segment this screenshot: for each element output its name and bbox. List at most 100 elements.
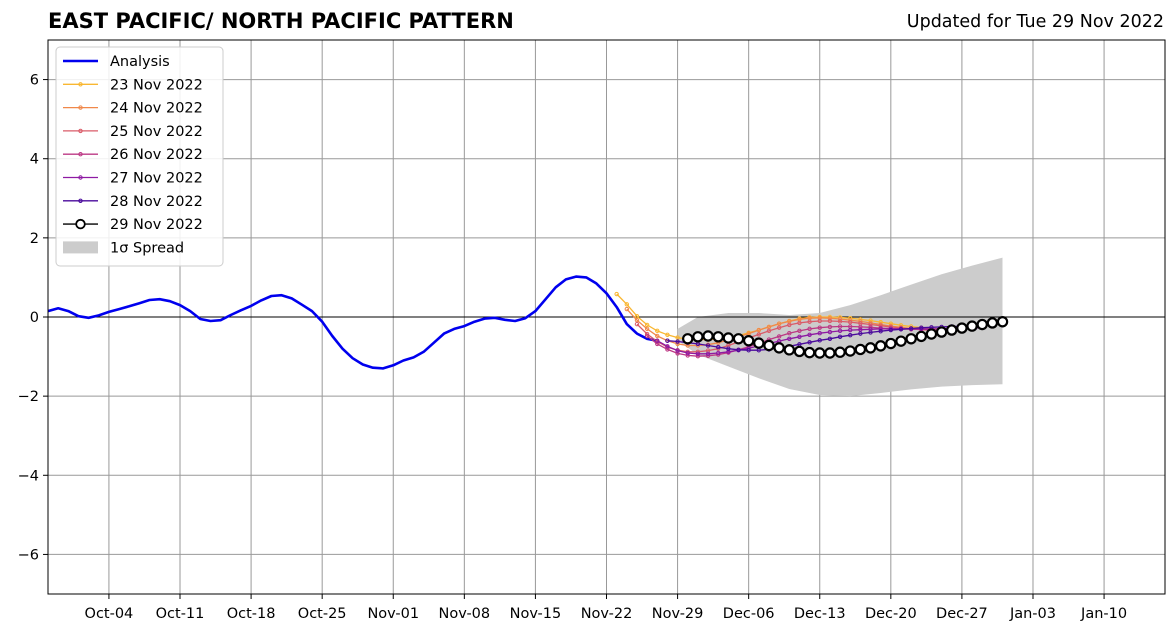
forecast-point-nov29 <box>915 330 927 343</box>
forecast-point-nov27 <box>817 331 822 336</box>
forecast-point-nov29 <box>986 317 999 329</box>
forecast-point-nov26 <box>837 324 843 329</box>
forecast-point-nov25 <box>817 318 822 324</box>
forecast-point-nov28 <box>837 334 843 339</box>
forecast-point-nov29 <box>925 328 938 340</box>
forecast-point-nov29 <box>803 346 816 359</box>
analysis-line <box>48 275 658 370</box>
legend-marker <box>78 128 83 134</box>
forecast-point-nov28 <box>675 339 680 344</box>
forecast-point-nov29 <box>722 332 735 344</box>
forecast-point-nov24 <box>766 324 772 330</box>
forecast-point-nov27 <box>827 329 833 335</box>
forecast-point-nov25 <box>868 322 873 327</box>
x-tick-label: Nov-08 <box>439 606 491 622</box>
forecast-point-nov29 <box>712 331 724 343</box>
forecast-point-nov29 <box>742 335 755 347</box>
forecast-point-nov26 <box>675 351 680 356</box>
series <box>48 275 1009 370</box>
forecast-point-nov29 <box>935 326 948 338</box>
legend-label: 25 Nov 2022 <box>110 124 203 140</box>
forecast-point-nov23 <box>644 322 650 328</box>
forecast-point-nov29 <box>905 333 917 345</box>
forecast-point-nov29 <box>976 318 988 331</box>
forecast-point-nov24 <box>624 306 630 312</box>
forecast-point-nov24 <box>756 327 762 333</box>
forecast-point-nov29 <box>692 331 704 343</box>
forecast-point-nov27 <box>807 332 812 338</box>
forecast-point-nov29 <box>763 339 775 352</box>
forecast-point-nov24 <box>675 341 680 347</box>
forecast-point-nov28 <box>898 327 904 332</box>
forecast-point-nov27 <box>685 350 690 356</box>
forecast-point-nov25 <box>797 320 802 326</box>
legend-label: 28 Nov 2022 <box>110 194 203 210</box>
legend-marker <box>78 198 83 204</box>
forecast-point-nov28 <box>848 333 853 338</box>
forecast-point-nov28 <box>868 330 873 335</box>
x-tick-label: Dec-06 <box>723 606 775 622</box>
forecast-point-nov29 <box>885 337 897 350</box>
forecast-point-nov29 <box>753 337 765 349</box>
forecast-point-nov29 <box>895 335 907 347</box>
x-tick-label: Nov-29 <box>652 606 704 622</box>
forecast-point-nov25 <box>756 332 762 337</box>
forecast-point-nov24 <box>634 317 640 323</box>
forecast-point-nov27 <box>675 348 680 353</box>
y-tick-label: 2 <box>30 231 39 247</box>
legend-marker <box>78 152 83 157</box>
legend-marker <box>78 175 83 180</box>
forecast-point-nov28 <box>888 327 894 333</box>
forecast-point-nov25 <box>766 328 772 334</box>
forecast-point-nov29 <box>773 342 785 354</box>
forecast-point-nov28 <box>665 338 670 343</box>
forecast-point-nov29 <box>702 330 714 342</box>
forecast-point-nov28 <box>878 329 883 334</box>
forecast-point-nov23 <box>675 335 680 340</box>
forecast-point-nov29 <box>946 324 958 336</box>
y-tick-label: 4 <box>30 152 39 168</box>
forecast-point-nov26 <box>776 334 782 339</box>
forecast-point-nov27 <box>837 328 843 334</box>
forecast-point-nov29 <box>814 347 826 359</box>
forecast-point-nov29 <box>966 320 978 332</box>
chart-title: EAST PACIFIC/ NORTH PACIFIC PATTERN <box>48 9 514 33</box>
forecast-point-nov28 <box>827 336 833 341</box>
x-tick-label: Oct-25 <box>298 606 347 622</box>
legend-label: 26 Nov 2022 <box>110 147 203 163</box>
forecast-point-nov29 <box>874 340 887 352</box>
forecast-point-nov28 <box>919 325 924 330</box>
forecast-point-nov26 <box>807 326 812 332</box>
forecast-point-nov25 <box>837 319 843 324</box>
forecast-point-nov29 <box>996 316 1009 328</box>
forecast-point-nov23 <box>634 314 640 319</box>
forecast-point-nov25 <box>644 331 650 337</box>
forecast-line-nov28 <box>667 324 993 351</box>
x-tick-label: Nov-22 <box>581 606 633 622</box>
forecast-point-nov28 <box>716 344 721 350</box>
forecast-point-nov26 <box>695 353 701 359</box>
legend-label: 27 Nov 2022 <box>110 171 203 187</box>
forecast-point-nov28 <box>726 346 731 351</box>
legend-label: Analysis <box>110 54 170 70</box>
forecast-point-nov29 <box>824 347 836 359</box>
forecast-point-nov25 <box>634 321 640 327</box>
legend-label: 1σ Spread <box>110 240 184 256</box>
forecast-point-nov27 <box>858 327 863 332</box>
x-tick-label: Dec-27 <box>936 606 988 622</box>
forecast-point-nov28 <box>705 343 711 348</box>
forecast-point-nov26 <box>797 328 802 334</box>
forecast-line-nov24 <box>626 308 952 347</box>
x-tick-label: Oct-04 <box>85 606 134 622</box>
forecast-point-nov25 <box>776 325 782 330</box>
x-tick-label: Dec-20 <box>865 606 917 622</box>
forecast-point-nov26 <box>644 333 650 339</box>
legend-marker <box>78 105 83 110</box>
y-tick-label: 6 <box>30 73 39 89</box>
x-tick-label: Dec-13 <box>794 606 846 622</box>
y-tick-label: −2 <box>18 389 39 405</box>
forecast-point-nov29 <box>956 322 968 334</box>
forecast-point-nov25 <box>827 318 833 324</box>
forecast-line-nov27 <box>656 327 983 355</box>
